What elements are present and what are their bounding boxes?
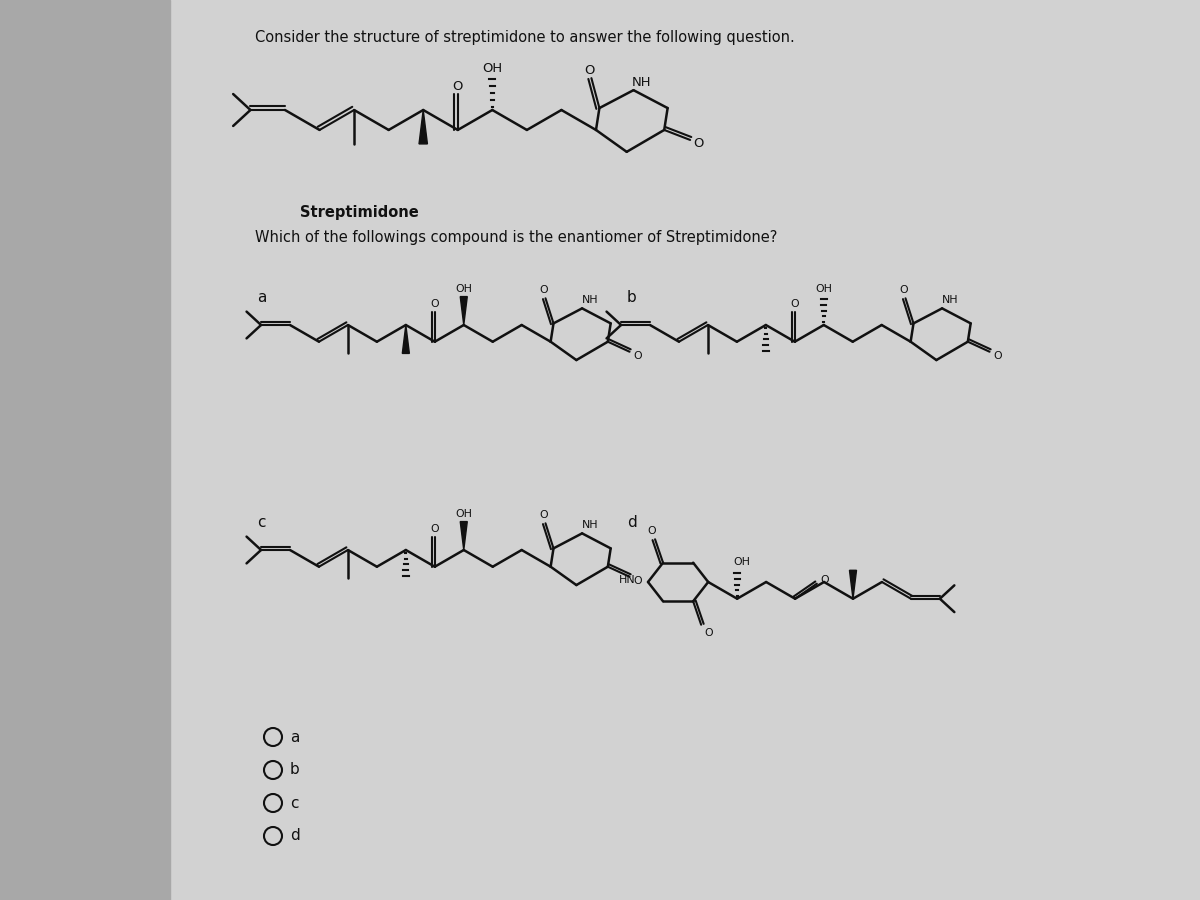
- Text: Which of the followings compound is the enantiomer of Streptimidone?: Which of the followings compound is the …: [256, 230, 778, 245]
- Polygon shape: [402, 325, 409, 354]
- Bar: [0, 0, 170, 900]
- Text: O: O: [899, 285, 908, 295]
- Text: NH: NH: [631, 76, 652, 88]
- Text: OH: OH: [455, 284, 473, 293]
- Text: OH: OH: [455, 508, 473, 518]
- Polygon shape: [461, 522, 467, 550]
- Text: O: O: [821, 575, 829, 585]
- Text: c: c: [290, 796, 299, 811]
- Text: NH: NH: [582, 520, 599, 530]
- Text: O: O: [634, 576, 642, 586]
- Polygon shape: [419, 110, 427, 144]
- Text: b: b: [628, 290, 637, 305]
- Text: O: O: [634, 351, 642, 361]
- Text: NH: NH: [582, 295, 599, 305]
- Text: O: O: [692, 138, 703, 150]
- Text: O: O: [791, 299, 799, 309]
- Polygon shape: [850, 571, 857, 598]
- Text: O: O: [539, 510, 548, 520]
- Text: OH: OH: [482, 61, 503, 75]
- Text: OH: OH: [815, 284, 833, 293]
- Text: Streptimidone: Streptimidone: [300, 205, 419, 220]
- Text: a: a: [257, 290, 266, 305]
- Text: O: O: [584, 64, 594, 76]
- Text: d: d: [290, 829, 300, 843]
- Polygon shape: [461, 297, 467, 325]
- Text: Consider the structure of streptimidone to answer the following question.: Consider the structure of streptimidone …: [256, 30, 794, 45]
- Text: d: d: [628, 515, 637, 530]
- Text: O: O: [539, 285, 548, 295]
- Text: O: O: [431, 299, 439, 309]
- Text: O: O: [704, 627, 714, 638]
- Text: O: O: [648, 526, 656, 536]
- Bar: [170, 0, 1200, 900]
- Text: OH: OH: [733, 557, 751, 567]
- Text: HN: HN: [619, 575, 636, 585]
- Text: a: a: [290, 730, 299, 744]
- Text: O: O: [994, 351, 1002, 361]
- Text: NH: NH: [942, 295, 959, 305]
- Text: O: O: [431, 524, 439, 534]
- Text: O: O: [452, 79, 463, 93]
- Text: c: c: [257, 515, 265, 530]
- Text: b: b: [290, 762, 300, 778]
